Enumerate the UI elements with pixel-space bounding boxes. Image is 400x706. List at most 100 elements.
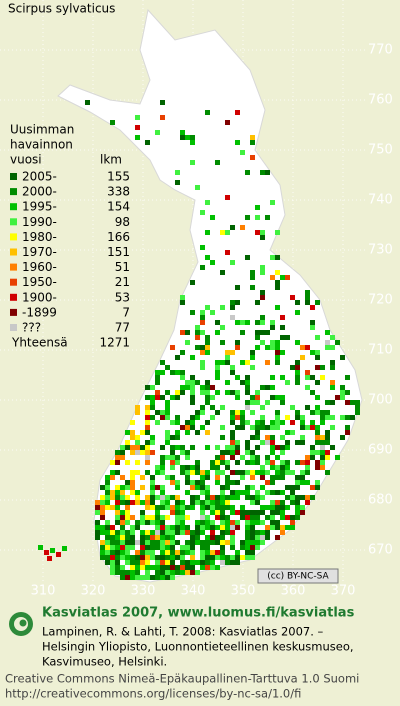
record-square: [285, 430, 290, 435]
record-square: [105, 550, 110, 555]
record-square: [215, 365, 220, 370]
record-square: [255, 345, 260, 350]
record-square: [105, 495, 110, 500]
record-square: [120, 510, 125, 515]
record-square: [260, 385, 265, 390]
record-square: [115, 460, 120, 465]
record-square: [195, 520, 200, 525]
record-square: [155, 565, 160, 570]
record-square: [135, 460, 140, 465]
record-square: [280, 475, 285, 480]
record-square: [305, 470, 310, 475]
record-square: [190, 465, 195, 470]
record-square: [255, 500, 260, 505]
record-square: [300, 495, 305, 500]
record-square: [205, 550, 210, 555]
record-square: [225, 520, 230, 525]
record-square: [130, 535, 135, 540]
record-square: [200, 480, 205, 485]
record-square: [135, 450, 140, 455]
record-square: [240, 360, 245, 365]
record-square: [150, 415, 155, 420]
record-square: [305, 465, 310, 470]
record-square: [175, 550, 180, 555]
record-square: [210, 405, 215, 410]
site-link: Kasviatlas 2007, www.luomus.fi/kasviatla…: [42, 606, 355, 621]
record-square: [300, 440, 305, 445]
record-square: [190, 505, 195, 510]
record-square: [120, 530, 125, 535]
coordinate-labels: 770 760 750 740 730 720 710 700 690 680 670 310 320 3…: [31, 43, 393, 599]
record-square: [135, 500, 140, 505]
record-square: [210, 260, 215, 265]
record-square: [275, 525, 280, 530]
easting-label: 360: [281, 584, 306, 599]
record-square: [295, 310, 300, 315]
record-square: [330, 345, 335, 350]
record-square: [185, 475, 190, 480]
record-square: [205, 525, 210, 530]
record-square: [200, 315, 205, 320]
record-square: [190, 280, 195, 285]
record-square: [250, 530, 255, 535]
record-square: [310, 495, 315, 500]
record-square: [155, 495, 160, 500]
record-square: [295, 415, 300, 420]
record-square: [200, 555, 205, 560]
record-square: [270, 500, 275, 505]
record-square: [215, 375, 220, 380]
record-square: [215, 160, 220, 165]
record-square: [210, 310, 215, 315]
record-square: [250, 525, 255, 530]
record-square: [130, 525, 135, 530]
record-square: [285, 525, 290, 530]
record-square: [255, 230, 260, 235]
record-square: [155, 515, 160, 520]
record-square: [295, 370, 300, 375]
record-square: [245, 400, 250, 405]
record-square: [120, 565, 125, 570]
record-square: [150, 530, 155, 535]
record-square: [210, 415, 215, 420]
record-square: [230, 305, 235, 310]
legend-swatch: [10, 233, 17, 241]
record-square: [165, 530, 170, 535]
record-square: [345, 415, 350, 420]
record-square: [310, 485, 315, 490]
record-square: [200, 565, 205, 570]
record-square: [260, 470, 265, 475]
record-square: [120, 475, 125, 480]
record-square: [200, 515, 205, 520]
record-square: [205, 230, 210, 235]
legend-label: 1900-: [22, 290, 57, 304]
record-square: [145, 420, 150, 425]
record-square: [170, 505, 175, 510]
record-square: [155, 545, 160, 550]
record-square: [260, 340, 265, 345]
record-square: [155, 540, 160, 545]
record-square: [310, 325, 315, 330]
legend-label: -1899: [22, 305, 57, 319]
record-square: [120, 545, 125, 550]
record-square: [155, 465, 160, 470]
record-square: [320, 445, 325, 450]
record-square: [185, 565, 190, 570]
record-square: [140, 555, 145, 560]
record-square: [140, 500, 145, 505]
record-square: [250, 410, 255, 415]
record-square: [215, 330, 220, 335]
record-square: [205, 340, 210, 345]
record-square: [300, 355, 305, 360]
record-square: [120, 455, 125, 460]
record-square: [220, 515, 225, 520]
record-square: [47, 556, 52, 561]
record-square: [225, 120, 230, 125]
record-square: [245, 470, 250, 475]
record-square: [180, 470, 185, 475]
record-square: [295, 360, 300, 365]
record-square: [195, 185, 200, 190]
record-square: [275, 345, 280, 350]
record-square: [325, 400, 330, 405]
record-square: [115, 535, 120, 540]
record-square: [340, 355, 345, 360]
